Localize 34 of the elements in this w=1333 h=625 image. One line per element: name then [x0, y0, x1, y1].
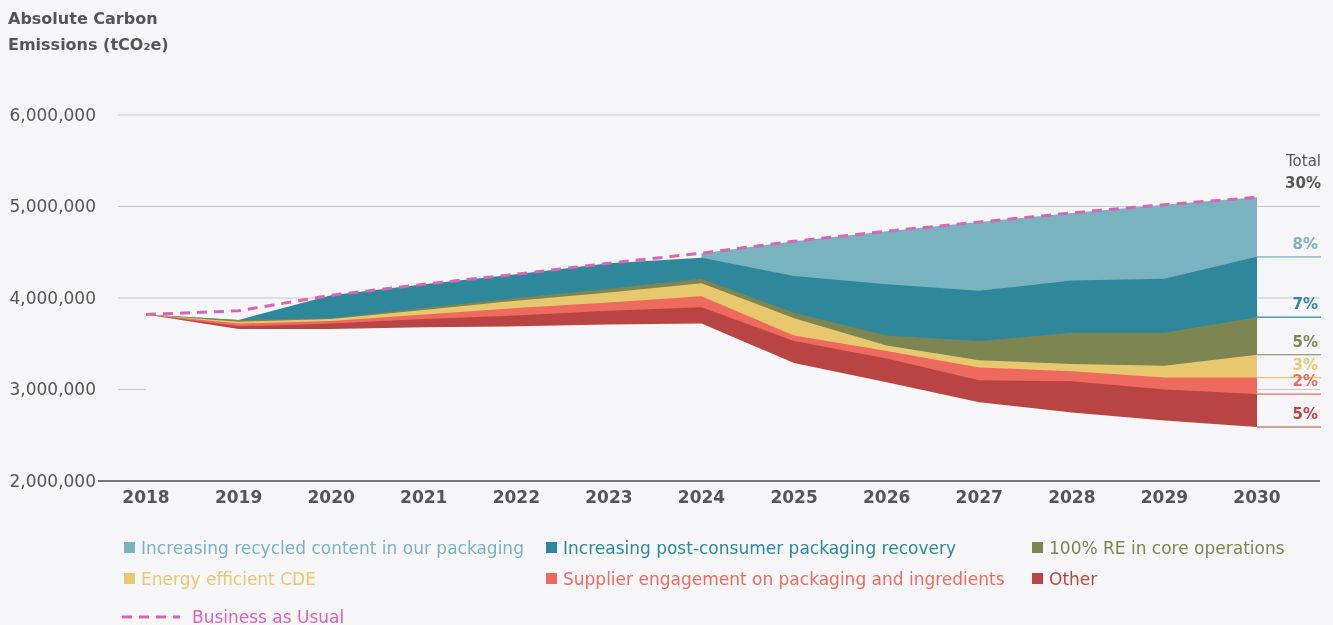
annotation: 5%	[1292, 405, 1318, 424]
y-tick-label: 5,000,000	[9, 196, 96, 217]
y-tick-label: 3,000,000	[9, 379, 96, 400]
annotation: 2%	[1292, 372, 1318, 391]
x-tick-label: 2026	[863, 487, 911, 507]
annotation: 3%	[1292, 355, 1318, 374]
x-tick-label: 2030	[1233, 487, 1281, 507]
x-tick-label: 2024	[677, 487, 726, 507]
x-tick-label: 2028	[1048, 487, 1096, 507]
y-tick-label: 4,000,000	[9, 287, 96, 308]
legend-label: 100% RE in core operations	[1049, 537, 1285, 558]
x-tick-label: 2025	[770, 487, 818, 507]
legend-label: Increasing recycled content in our packaging	[141, 537, 524, 558]
x-tick-label: 2018	[122, 487, 170, 507]
legend-label: Energy efficient CDE	[141, 568, 316, 589]
annotation: 5%	[1292, 332, 1318, 351]
x-tick-label: 2021	[400, 487, 448, 507]
x-tick-label: 2020	[307, 487, 355, 507]
x-tick-label: 2027	[955, 487, 1003, 507]
x-tick-label: 2022	[492, 487, 540, 507]
x-tick-label: 2029	[1140, 487, 1189, 507]
legend-label: Supplier engagement on packaging and ingredients	[563, 568, 1005, 589]
annotation: Total	[1284, 152, 1321, 170]
annotation: 7%	[1292, 295, 1318, 314]
x-tick-label: 2019	[214, 487, 263, 507]
annotation: 8%	[1292, 234, 1318, 253]
annotation: 30%	[1285, 174, 1321, 192]
legend-label: Other	[1049, 568, 1098, 589]
y-tick-label: 2,000,000	[9, 470, 96, 491]
y-tick-label: 6,000,000	[9, 104, 96, 125]
legend-label: Increasing post-consumer packaging recovery	[563, 537, 956, 558]
legend-label: Business as Usual	[192, 606, 345, 625]
y-axis-title: Absolute Carbon Emissions (tCO₂e)	[8, 9, 169, 54]
x-tick-label: 2023	[585, 487, 633, 507]
